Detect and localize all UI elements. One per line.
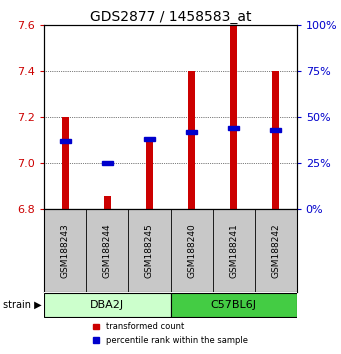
Text: GSM188245: GSM188245 bbox=[145, 223, 154, 278]
Bar bbox=[144, 137, 155, 141]
Bar bbox=[146, 140, 153, 210]
Bar bbox=[270, 128, 281, 132]
Text: GSM188243: GSM188243 bbox=[61, 223, 70, 278]
Text: DBA2J: DBA2J bbox=[90, 300, 124, 310]
Text: GSM188240: GSM188240 bbox=[187, 223, 196, 278]
Title: GDS2877 / 1458583_at: GDS2877 / 1458583_at bbox=[90, 10, 251, 24]
Bar bbox=[230, 25, 237, 210]
Text: GSM188242: GSM188242 bbox=[271, 223, 280, 278]
FancyBboxPatch shape bbox=[44, 293, 170, 317]
Bar bbox=[186, 130, 197, 134]
Bar bbox=[104, 196, 111, 210]
Bar bbox=[102, 161, 113, 165]
Text: GSM188241: GSM188241 bbox=[229, 223, 238, 278]
Bar bbox=[62, 117, 69, 210]
Bar bbox=[272, 71, 279, 210]
Text: C57BL6J: C57BL6J bbox=[211, 300, 256, 310]
Text: strain ▶: strain ▶ bbox=[3, 300, 42, 310]
Bar bbox=[228, 126, 239, 130]
Bar bbox=[188, 71, 195, 210]
Bar bbox=[60, 139, 71, 143]
FancyBboxPatch shape bbox=[170, 293, 297, 317]
Legend: transformed count, percentile rank within the sample: transformed count, percentile rank withi… bbox=[89, 319, 252, 348]
Text: GSM188244: GSM188244 bbox=[103, 223, 112, 278]
